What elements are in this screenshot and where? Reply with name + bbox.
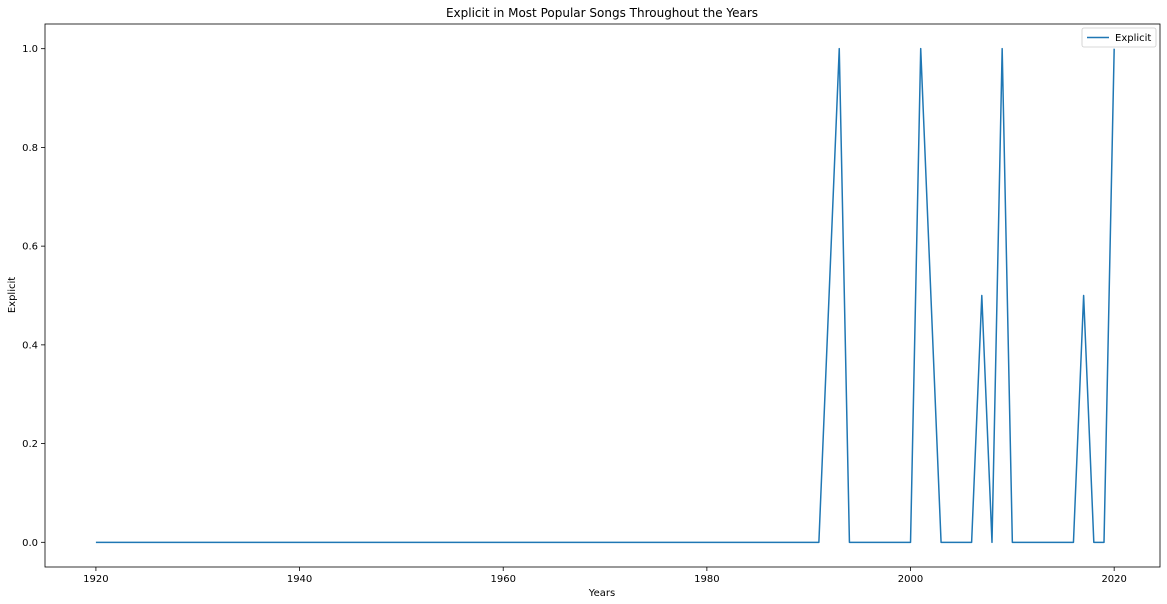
x-tick-label: 1920 bbox=[83, 574, 108, 585]
x-tick-label: 2020 bbox=[1101, 574, 1126, 585]
series-line-explicit bbox=[95, 47, 1115, 544]
plot-area-frame bbox=[44, 23, 1161, 568]
x-axis-title: Years bbox=[588, 588, 615, 599]
y-axis-title: Explicit bbox=[7, 277, 18, 313]
legend: Explicit bbox=[1081, 27, 1157, 48]
legend-box bbox=[1081, 27, 1157, 48]
chart-title: Explicit in Most Popular Songs Throughou… bbox=[446, 6, 758, 20]
y-tick-label: 0.2 bbox=[22, 439, 38, 450]
y-tick-label: 0.0 bbox=[22, 538, 38, 549]
x-tick-label: 1940 bbox=[287, 574, 312, 585]
y-tick-label: 0.6 bbox=[22, 242, 38, 253]
y-tick-label: 1.0 bbox=[22, 44, 38, 55]
legend-label-explicit: Explicit bbox=[1115, 33, 1151, 44]
x-axis: 1920 1940 1960 1980 2000 2020 bbox=[83, 567, 1127, 585]
y-axis: 0.0 0.2 0.4 0.6 0.8 1.0 bbox=[22, 44, 45, 549]
series-layer bbox=[95, 47, 1115, 544]
x-tick-label: 2000 bbox=[898, 574, 923, 585]
x-tick-label: 1960 bbox=[490, 574, 515, 585]
x-tick-label: 1980 bbox=[694, 574, 719, 585]
y-tick-label: 0.4 bbox=[22, 340, 38, 351]
y-tick-label: 0.8 bbox=[22, 143, 38, 154]
